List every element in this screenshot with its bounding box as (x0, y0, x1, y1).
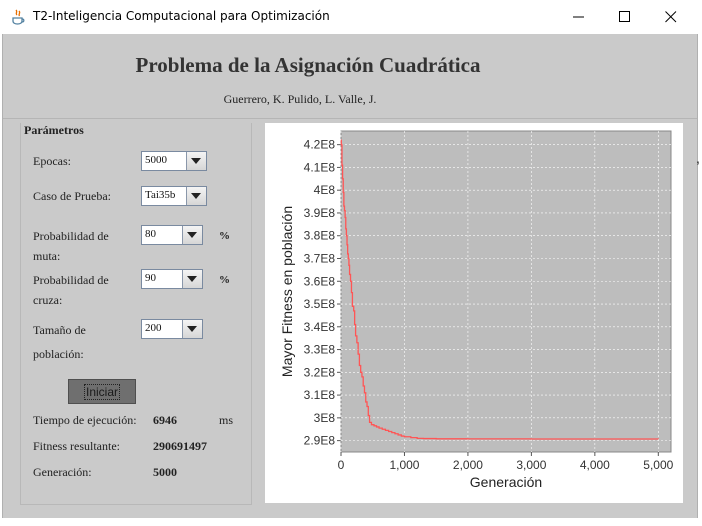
x-tick-label: 0 (338, 458, 345, 472)
cruza-label-line2: cruza: (33, 293, 63, 307)
close-button[interactable] (648, 0, 694, 34)
x-tick-label: 3,000 (516, 458, 546, 472)
y-tick-label: 3.4E8 (304, 320, 336, 334)
x-tick-label: 1,000 (389, 458, 419, 472)
y-tick-label: 3.2E8 (304, 365, 336, 379)
dropdown-arrow-icon[interactable] (182, 226, 202, 244)
x-tick-label: 5,000 (643, 458, 673, 472)
parameters-panel (20, 123, 252, 505)
poblacion-label-line2: población: (33, 347, 84, 361)
close-icon (665, 11, 677, 23)
caso-prueba-label: Caso de Prueba: (33, 189, 111, 203)
dropdown-arrow-icon[interactable] (186, 152, 206, 170)
iniciar-button[interactable]: Iniciar (68, 379, 136, 404)
main-window: Problema de la Asignación Cuadrática Gue… (2, 34, 698, 518)
poblacion-label-line1: Tamaño de (33, 323, 86, 337)
title-bar: T2-Inteligencia Computacional para Optim… (0, 0, 702, 34)
mutacion-select[interactable]: 80 (141, 225, 203, 245)
y-tick-label: 4.2E8 (304, 138, 336, 152)
page-title: Problema de la Asignación Cuadrática (135, 53, 481, 77)
mutacion-unit: % (219, 230, 230, 242)
tiempo-unit: ms (219, 413, 234, 427)
cruza-unit: % (219, 274, 230, 286)
fitness-series-line (340, 139, 659, 440)
x-axis-label: Generación (470, 474, 542, 490)
window-title: T2-Inteligencia Computacional para Optim… (33, 9, 330, 23)
epocas-label: Epocas: (33, 154, 71, 168)
poblacion-select[interactable]: 200 (141, 319, 203, 339)
dropdown-arrow-icon[interactable] (182, 320, 202, 338)
caso-prueba-value: Tai35b (145, 189, 176, 201)
maximize-button[interactable] (602, 0, 648, 34)
cruza-value: 90 (145, 272, 156, 284)
y-tick-label: 3.1E8 (304, 388, 336, 402)
poblacion-value: 200 (145, 322, 162, 334)
generacion-value: 5000 (153, 465, 177, 479)
mutacion-label-line1: Probabilidad de (33, 229, 109, 243)
mutacion-label-line2: muta: (33, 249, 61, 263)
maximize-icon (619, 11, 630, 22)
minimize-icon (573, 16, 584, 18)
tiempo-label: Tiempo de ejecución: (33, 413, 137, 427)
iniciar-label: Iniciar (84, 384, 121, 400)
mutacion-value: 80 (145, 228, 156, 240)
tiempo-value: 6946 (153, 413, 177, 427)
epocas-select[interactable]: 5000 (141, 151, 207, 171)
caso-prueba-select[interactable]: Tai35b (141, 186, 207, 206)
divider (3, 118, 697, 119)
epocas-value: 5000 (145, 154, 167, 166)
x-tick-label: 4,000 (580, 458, 610, 472)
minimize-button[interactable] (556, 0, 602, 34)
fitness-label: Fitness resultante: (33, 439, 120, 453)
edge-artifact: , (696, 150, 700, 166)
fitness-chart: 2.9E8 3E8 3.1E8 3.2E8 3.3E8 3.4E8 3.5E8 3.6E8 3.… (279, 130, 674, 490)
y-tick-label: 3.9E8 (304, 206, 336, 220)
y-tick-label: 3.8E8 (304, 229, 336, 243)
cruza-select[interactable]: 90 (141, 269, 203, 289)
y-tick-label: 3.7E8 (304, 251, 336, 265)
y-tick-label: 2.9E8 (304, 434, 336, 448)
generacion-label: Generación: (33, 465, 92, 479)
y-tick-label: 4.1E8 (304, 160, 336, 174)
fitness-value: 290691497 (153, 439, 207, 453)
fitness-chart-panel: 2.9E8 3E8 3.1E8 3.2E8 3.3E8 3.4E8 3.5E8 3.6E8 3.… (265, 123, 683, 503)
java-app-icon (10, 9, 26, 25)
y-tick-label: 4E8 (314, 183, 336, 197)
y-tick-label: 3E8 (314, 411, 336, 425)
parameters-title: Parámetros (24, 123, 84, 137)
y-tick-label: 3.6E8 (304, 274, 336, 288)
plot-area (340, 130, 672, 453)
y-axis-label: Mayor Fitness en población (279, 206, 295, 377)
cruza-label-line1: Probabilidad de (33, 273, 109, 287)
dropdown-arrow-icon[interactable] (182, 270, 202, 288)
authors-text: Guerrero, K. Pulido, L. Valle, J. (223, 92, 377, 106)
y-tick-label: 3.3E8 (304, 343, 336, 357)
y-tick-label: 3.5E8 (304, 297, 336, 311)
x-tick-label: 2,000 (453, 458, 483, 472)
dropdown-arrow-icon[interactable] (186, 187, 206, 205)
